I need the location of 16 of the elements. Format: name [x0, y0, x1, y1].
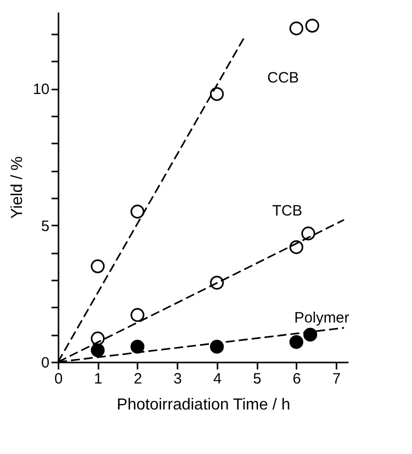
y-tick-label: 10: [32, 81, 50, 98]
x-tick-label: 1: [94, 370, 102, 388]
x-tick-label: 3: [174, 370, 182, 388]
x-tick-label: 2: [134, 370, 142, 388]
x-tick-label: 7: [332, 370, 341, 388]
series-label: TCB: [272, 202, 302, 220]
x-axis-title: Photoirradiation Time / h: [116, 396, 290, 414]
x-tick-label: 6: [292, 370, 302, 388]
x-tick-label: 4: [213, 370, 222, 388]
x-tick-label: 5: [252, 370, 262, 388]
text: CCB: [267, 70, 299, 87]
series-label: Polymer: [294, 310, 350, 327]
x-tick-label: 0: [54, 370, 63, 388]
y-tick-label: 0: [41, 354, 50, 372]
y-tick-label: 5: [41, 218, 50, 235]
y-axis-title: Yield / %: [8, 156, 26, 219]
